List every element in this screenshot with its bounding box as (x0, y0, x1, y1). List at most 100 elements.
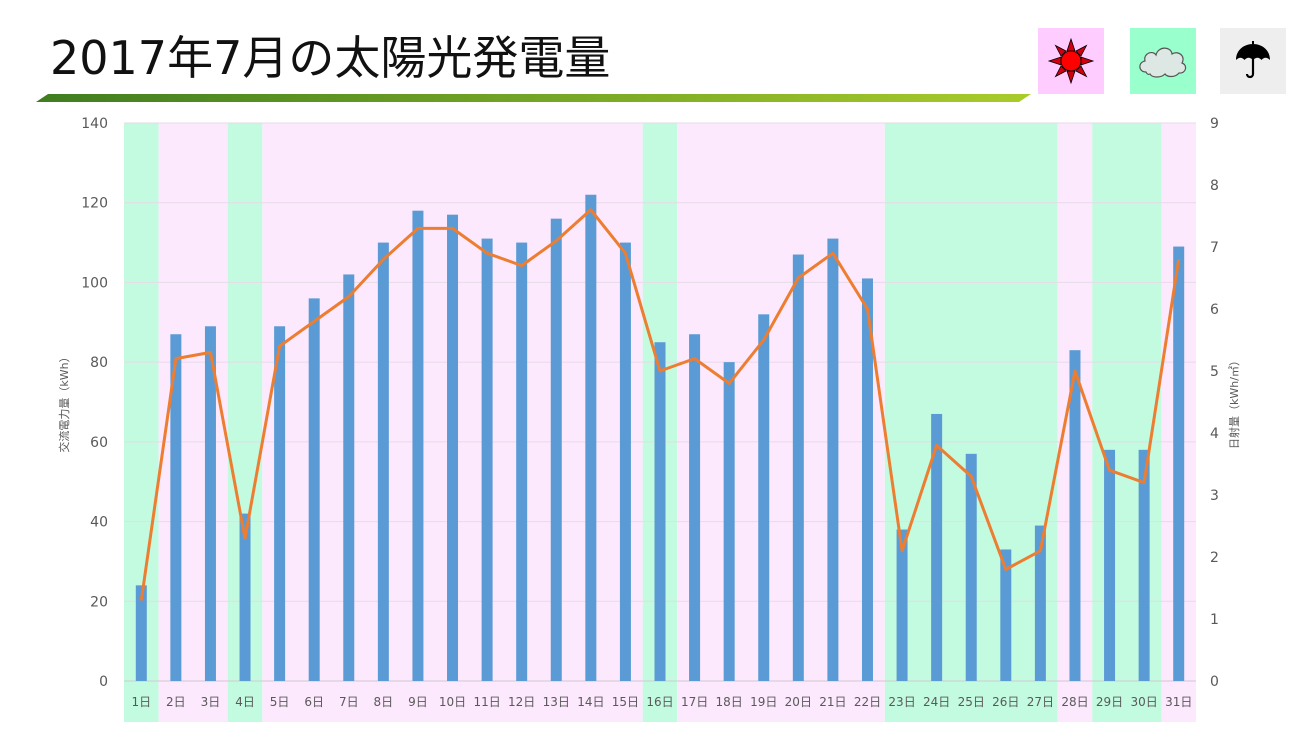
left-tick-label: 120 (81, 196, 108, 212)
x-tick-label: 21日 (819, 695, 846, 709)
legend-cloudy (1130, 28, 1196, 94)
bar (1138, 449, 1150, 681)
bar (377, 242, 389, 682)
bar (654, 342, 666, 681)
x-tick-label: 15日 (612, 695, 639, 709)
bar (239, 513, 251, 681)
right-axis-label: 日射量（kWh/㎡） (1227, 355, 1241, 449)
page-title: 2017年7月の太陽光発電量 (50, 31, 611, 85)
x-tick-label: 12日 (508, 695, 535, 709)
bar (723, 362, 735, 681)
left-tick-label: 100 (81, 275, 108, 291)
x-tick-label: 23日 (888, 695, 915, 709)
right-tick-label: 9 (1210, 116, 1219, 132)
left-tick-label: 80 (90, 355, 108, 371)
x-axis-ticks: 1日 2日 3日 4日 5日 6日 7日 8日 9日 10日 11日 12日 13日 14日 15日 16日 1… (131, 695, 1192, 709)
bar (861, 278, 873, 681)
left-axis-label: 交流電力量（kWh） (57, 351, 71, 452)
right-tick-label: 4 (1210, 426, 1219, 442)
bar (758, 314, 770, 681)
weather-band-sunny (677, 123, 885, 722)
bar (1069, 350, 1081, 681)
x-tick-label: 26日 (992, 695, 1019, 709)
x-tick-label: 4日 (235, 695, 255, 709)
weather-band-sunny (158, 123, 228, 722)
irradiance-line (139, 208, 1181, 601)
bar (619, 242, 631, 682)
bar (204, 326, 216, 681)
right-axis-ticks: 0 1 2 3 4 5 6 7 8 9 (1210, 116, 1219, 690)
bar (481, 238, 493, 682)
x-tick-label: 19日 (750, 695, 777, 709)
umbrella-icon (1220, 28, 1286, 94)
left-tick-label: 20 (90, 594, 108, 610)
bar (792, 254, 804, 681)
legend-sunny (1038, 28, 1104, 94)
right-tick-label: 1 (1210, 612, 1219, 628)
bar (343, 274, 355, 681)
right-tick-label: 0 (1210, 674, 1219, 690)
x-tick-label: 17日 (681, 695, 708, 709)
x-tick-label: 13日 (543, 695, 570, 709)
bar (170, 334, 182, 681)
bar (412, 210, 424, 681)
x-tick-label: 14日 (577, 695, 604, 709)
left-axis-ticks: 0 20 40 60 80 100 120 140 (81, 116, 108, 690)
right-tick-label: 6 (1210, 302, 1219, 318)
cloud-icon (1130, 28, 1196, 94)
x-tick-label: 3日 (201, 695, 221, 709)
x-tick-label: 6日 (304, 695, 324, 709)
bar (274, 326, 286, 681)
power-bars (135, 194, 1185, 682)
irradiance-series-line (139, 208, 1181, 601)
x-tick-label: 24日 (923, 695, 950, 709)
x-tick-label: 10日 (439, 695, 466, 709)
x-tick-label: 20日 (785, 695, 812, 709)
bar (827, 238, 839, 682)
x-tick-label: 16日 (646, 695, 673, 709)
x-tick-label: 5日 (270, 695, 290, 709)
bar (931, 413, 943, 681)
x-tick-label: 27日 (1027, 695, 1054, 709)
bar (550, 218, 562, 681)
bar (896, 529, 908, 681)
right-tick-label: 8 (1210, 178, 1219, 194)
bar (308, 298, 320, 681)
x-tick-label: 2日 (166, 695, 186, 709)
right-tick-label: 3 (1210, 488, 1219, 504)
bar (1104, 449, 1116, 681)
weather-band-cloudy (1092, 123, 1162, 722)
sun-icon (1038, 28, 1104, 94)
x-tick-label: 11日 (473, 695, 500, 709)
x-tick-label: 8日 (374, 695, 394, 709)
x-tick-label: 22日 (854, 695, 881, 709)
left-tick-label: 40 (90, 515, 108, 531)
x-tick-label: 18日 (716, 695, 743, 709)
right-tick-label: 5 (1210, 364, 1219, 380)
x-tick-label: 1日 (131, 695, 151, 709)
right-tick-label: 2 (1210, 550, 1219, 566)
x-tick-label: 25日 (958, 695, 985, 709)
bar (965, 453, 977, 681)
bar (689, 334, 701, 681)
left-tick-label: 60 (90, 435, 108, 451)
bar (516, 242, 528, 682)
x-tick-label: 9日 (408, 695, 428, 709)
bar (135, 585, 147, 681)
bar (1173, 246, 1185, 682)
left-tick-label: 140 (81, 116, 108, 132)
x-tick-label: 31日 (1165, 695, 1192, 709)
x-tick-label: 30日 (1130, 695, 1157, 709)
x-tick-label: 7日 (339, 695, 359, 709)
x-tick-label: 29日 (1096, 695, 1123, 709)
title-underline (36, 94, 1031, 102)
bar (447, 214, 459, 681)
left-tick-label: 0 (99, 674, 108, 690)
legend-rainy (1220, 28, 1286, 94)
x-tick-label: 28日 (1061, 695, 1088, 709)
bar (1000, 549, 1012, 681)
bar (1034, 525, 1046, 681)
bar (585, 194, 597, 681)
right-tick-label: 7 (1210, 240, 1219, 256)
